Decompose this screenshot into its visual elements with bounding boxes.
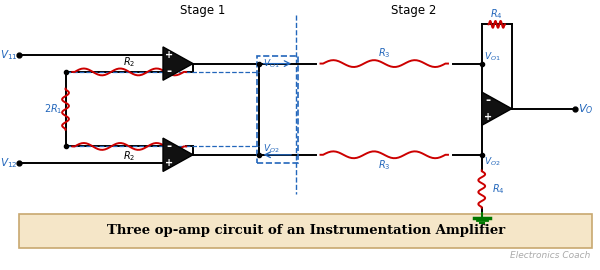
- Bar: [257, 56, 298, 163]
- Text: $V_O$: $V_O$: [578, 102, 594, 116]
- Text: $R_3$: $R_3$: [378, 46, 391, 60]
- Text: $R_4$: $R_4$: [491, 182, 504, 196]
- Text: -: -: [485, 94, 490, 107]
- Text: $R_2$: $R_2$: [123, 55, 136, 69]
- Text: Stage 2: Stage 2: [391, 4, 436, 17]
- Text: -: -: [166, 140, 172, 153]
- Polygon shape: [482, 92, 512, 125]
- Text: +: +: [165, 158, 173, 168]
- Text: $V_{O2}$: $V_{O2}$: [484, 156, 500, 168]
- Polygon shape: [163, 138, 193, 171]
- Text: $2R_1$: $2R_1$: [44, 102, 63, 116]
- Bar: [19, 214, 592, 248]
- Text: +: +: [165, 50, 173, 60]
- Text: -: -: [166, 65, 172, 78]
- Text: +: +: [484, 112, 491, 122]
- Text: Stage 1: Stage 1: [180, 4, 226, 17]
- Text: $V_{12}$: $V_{12}$: [0, 156, 17, 170]
- Text: $R_4$: $R_4$: [490, 8, 503, 21]
- Text: $V_{O1}$: $V_{O1}$: [263, 57, 279, 70]
- Text: $V_{11}$: $V_{11}$: [0, 48, 17, 62]
- Text: Three op-amp circuit of an Instrumentation Amplifier: Three op-amp circuit of an Instrumentati…: [107, 224, 505, 237]
- Polygon shape: [163, 47, 193, 80]
- Text: $R_2$: $R_2$: [123, 149, 136, 163]
- Text: $V_{O2}$: $V_{O2}$: [263, 142, 279, 155]
- Text: $V_{O1}$: $V_{O1}$: [484, 50, 500, 63]
- Text: $R_3$: $R_3$: [378, 159, 391, 173]
- Text: Electronics Coach: Electronics Coach: [510, 251, 590, 260]
